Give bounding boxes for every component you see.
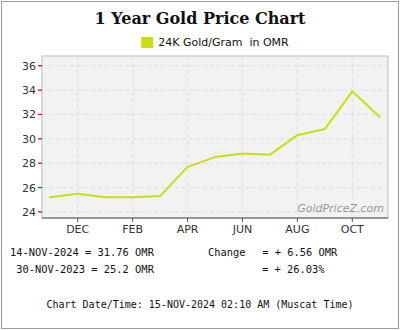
grid-line: [297, 56, 298, 218]
grid-line: [242, 56, 243, 218]
grid-line: [132, 56, 133, 218]
tick-label: JUN: [232, 223, 253, 236]
watermark: GoldPriceZ.com: [297, 202, 384, 215]
grid-line: [42, 163, 388, 164]
tick-mark: [38, 114, 42, 115]
tick-label: DEC: [66, 223, 89, 236]
tick-mark: [38, 90, 42, 91]
footer: Chart Date/Time: 15-NOV-2024 02:10 AM (M…: [46, 299, 353, 310]
border: [2, 2, 399, 329]
grid-line: [42, 65, 388, 66]
tick-label: AUG: [285, 223, 309, 236]
title: 1 Year Gold Price Chart: [94, 9, 306, 28]
tick-label: FEB: [122, 223, 143, 236]
tick-label: APR: [177, 223, 199, 236]
tick-mark: [187, 218, 188, 222]
tick-mark: [297, 218, 298, 222]
tick-mark: [38, 163, 42, 164]
tick-mark: [38, 65, 42, 66]
tick-label: 32: [22, 108, 36, 121]
legend-label: 24K Gold/Gram in OMR: [158, 36, 289, 49]
tick-mark: [132, 218, 133, 222]
grid-line: [42, 187, 388, 188]
tick-label: 34: [22, 84, 36, 97]
info-text: Change: [208, 246, 246, 258]
info-text: = + 26.03%: [262, 263, 325, 275]
chart: 24 26 28 30 32 34 36 DEC FEB APR JUN AUG OCT GoldPric…: [0, 0, 400, 330]
tick-label: 30: [22, 133, 36, 146]
info-text: 30-NOV-2023 = 25.2 OMR: [10, 263, 155, 275]
tick-label: 36: [22, 60, 36, 73]
plot-marks: [50, 91, 380, 197]
grid-line: [42, 90, 388, 91]
tick-label: 26: [22, 182, 36, 195]
tick-label: 28: [22, 157, 36, 170]
tick-mark: [77, 218, 78, 222]
tick-mark: [38, 187, 42, 188]
info-text: = + 6.56 OMR: [256, 246, 338, 258]
tick-mark: [38, 211, 42, 212]
line: [50, 91, 380, 197]
grid-line: [42, 138, 388, 139]
tick-mark: [38, 138, 42, 139]
legend: 24K Gold/Gram in OMR: [141, 36, 289, 49]
x-axis: [42, 218, 388, 219]
grid-line: [187, 56, 188, 218]
tick-mark: [352, 218, 353, 222]
tick-label: OCT: [341, 223, 364, 236]
plot-frame: [42, 56, 388, 218]
grid-line: [352, 56, 353, 218]
tick-mark: [242, 218, 243, 222]
tick-label: 24: [22, 206, 36, 219]
info-text: 14-NOV-2024 = 31.76 OMR: [10, 246, 155, 258]
legend-swatch: [141, 37, 153, 48]
